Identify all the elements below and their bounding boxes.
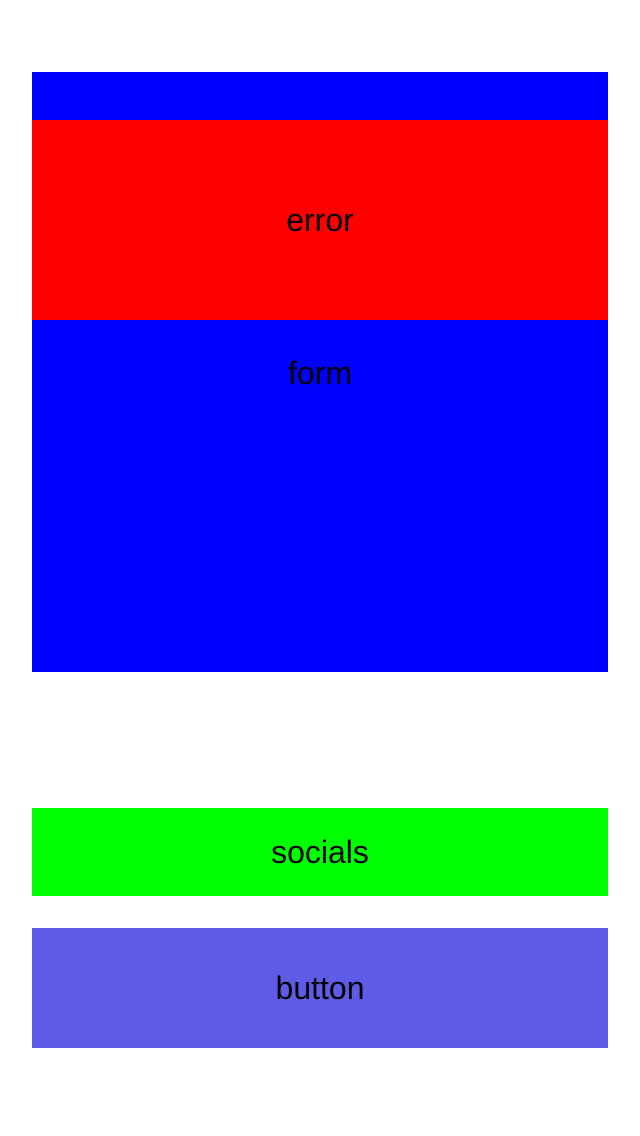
socials-label: socials <box>271 834 369 870</box>
socials-section[interactable]: socials <box>32 808 608 896</box>
error-banner: error <box>32 120 608 320</box>
form-label: form <box>288 355 352 391</box>
primary-button[interactable]: button <box>32 928 608 1048</box>
error-label: error <box>286 202 354 238</box>
button-label: button <box>275 970 365 1006</box>
